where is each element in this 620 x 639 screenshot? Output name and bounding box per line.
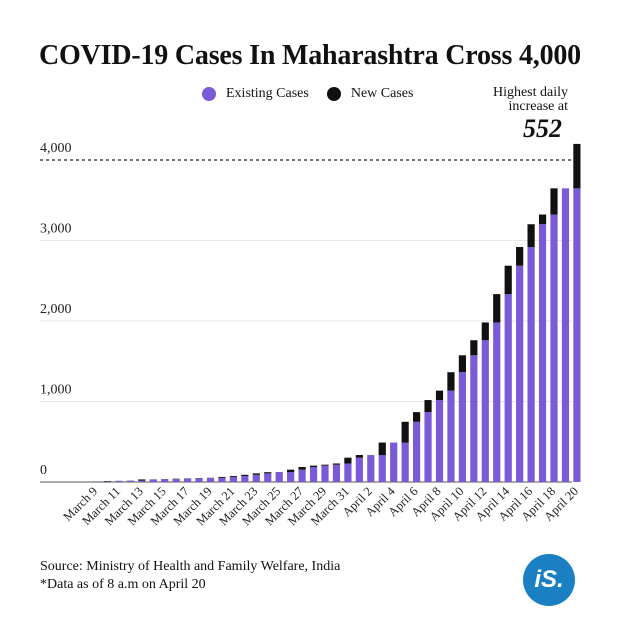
bar-existing-cases [378,455,386,482]
bar-existing-cases [321,465,329,482]
bar-existing-cases [538,224,547,482]
bar-new-cases [458,355,466,373]
bar-existing-cases [470,355,478,482]
bar-existing-cases [241,476,249,482]
legend-label-existing: Existing Cases [226,86,309,101]
legend: Existing Cases New Cases [202,86,431,102]
brand-logo: iS. [523,554,575,606]
bar-new-cases [344,457,352,464]
bar-existing-cases [367,455,375,482]
bar-new-cases [538,214,547,225]
bar-existing-cases [504,294,512,482]
bar-new-cases [481,322,489,341]
bar-existing-cases [275,472,283,482]
bar-existing-cases [573,188,581,482]
bar-new-cases [550,188,558,215]
bar-new-cases [413,412,421,422]
legend-item-new: New Cases [326,86,414,102]
bar-existing-cases [355,457,363,482]
bar-new-cases [493,294,501,323]
y-tick-label: 1,000 [40,383,72,398]
y-tick-label: 0 [40,463,47,478]
bar-existing-cases [161,479,169,482]
annotation-text: Highest daily increase at [493,86,568,114]
bar-existing-cases [298,469,306,482]
bar-existing-cases [401,442,409,482]
bar-existing-cases [561,188,570,482]
bar-existing-cases [447,390,455,482]
bar-existing-cases [424,412,432,482]
bar-new-cases [401,421,409,443]
bar-existing-cases [252,474,260,482]
bar-new-cases [573,143,581,189]
bar-existing-cases [309,467,318,482]
bar-new-cases [264,472,272,474]
bar-new-cases [287,469,295,473]
annotation-line-2: increase at [508,99,568,114]
legend-item-existing: Existing Cases [202,86,309,102]
chart-title: COVID-19 Cases In Maharashtra Cross 4,00… [39,40,581,71]
bar-new-cases [435,390,444,401]
bar-new-cases [424,400,432,413]
bar-existing-cases [184,478,192,482]
legend-swatch-new [326,87,341,101]
bar-existing-cases [413,421,421,482]
bars [92,143,581,482]
bar-existing-cases [481,340,489,482]
bar-existing-cases [195,478,203,482]
bar-existing-cases [149,479,157,482]
bar-existing-cases [435,400,444,482]
annotation-value: 552 [523,114,562,143]
bar-new-cases [252,473,260,475]
bar-new-cases [229,476,237,477]
bar-existing-cases [172,479,180,482]
bar-new-cases [355,455,363,458]
bar-new-cases [447,372,455,391]
bar-new-cases [138,479,146,481]
y-tick-label: 2,000 [40,302,72,317]
bar-existing-cases [332,464,341,482]
bar-new-cases [527,224,535,248]
bar-existing-cases [527,247,535,482]
bar-new-cases [321,464,329,466]
source-text: Source: Ministry of Health and Family We… [40,559,341,574]
y-tick-label: 3,000 [40,222,72,237]
gridlines [40,240,572,483]
bar-existing-cases [206,478,215,482]
footer: Source: Ministry of Health and Family We… [40,558,340,594]
bar-new-cases [378,442,386,456]
bar-existing-cases [229,476,237,482]
bar-existing-cases [126,480,134,482]
bar-new-cases [504,265,512,295]
bar-existing-cases [493,322,501,482]
bar-new-cases [332,463,341,465]
annotation-line-1: Highest daily [492,85,568,100]
bar-existing-cases [264,473,272,482]
y-axis-ticks: 0 1,000 2,000 3,000 4,000 [40,141,72,478]
y-tick-label: 4,000 [40,141,72,156]
bar-existing-cases [138,480,146,482]
bar-existing-cases [344,463,352,482]
note-text: *Data as of 8 a.m on April 20 [40,577,206,592]
bar-new-cases [298,467,306,470]
legend-label-new: New Cases [350,86,414,101]
legend-swatch-existing [202,87,216,101]
bar-existing-cases [287,472,295,482]
bar-existing-cases [550,214,558,482]
bar-new-cases [516,247,524,266]
bar-existing-cases [458,372,466,482]
bar-existing-cases [115,481,123,482]
bar-existing-cases [516,265,524,482]
bar-existing-cases [218,477,226,482]
bar-existing-cases [390,442,398,482]
bar-new-cases [218,476,226,478]
bar-new-cases [241,474,249,477]
bar-new-cases [309,465,318,468]
bar-new-cases [470,340,478,356]
